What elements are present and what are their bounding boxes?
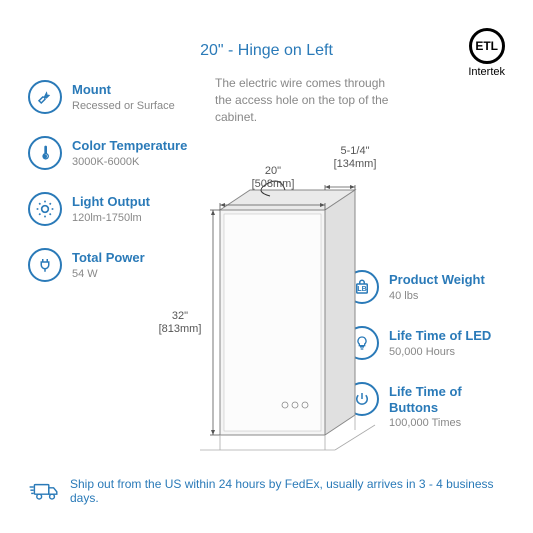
shipping-note: Ship out from the US within 24 hours by … <box>28 477 505 505</box>
wrench-icon <box>28 80 62 114</box>
spec-value: 100,000 Times <box>389 416 505 430</box>
spec-label: Life Time of Buttons <box>389 384 505 415</box>
spec-label: Total Power <box>72 250 145 266</box>
left-specs: Mount Recessed or Surface Color Temperat… <box>28 80 203 304</box>
plug-icon <box>28 248 62 282</box>
page-title: 20" - Hinge on Left <box>0 42 533 60</box>
sun-icon <box>28 192 62 226</box>
spec-value: 50,000 Hours <box>389 345 491 359</box>
spec-value: 54 W <box>72 267 145 281</box>
spec-label: Color Temperature <box>72 138 187 154</box>
spec-label: Light Output <box>72 194 150 210</box>
dim-height: 32"[813mm] <box>150 310 210 336</box>
thermometer-icon <box>28 136 62 170</box>
spec-label: Mount <box>72 82 175 98</box>
spec-colortemp: Color Temperature 3000K-6000K <box>28 136 203 170</box>
spec-mount: Mount Recessed or Surface <box>28 80 203 114</box>
spec-value: 3000K-6000K <box>72 155 187 169</box>
spec-lightoutput: Light Output 120lm-1750lm <box>28 192 203 226</box>
etl-mark: ETL <box>469 28 505 64</box>
spec-label: Life Time of LED <box>389 328 491 344</box>
etl-org: Intertek <box>468 66 505 78</box>
spec-value: 120lm-1750lm <box>72 211 150 225</box>
cabinet-diagram: 20"[508mm] 5-1/4"[134mm] 32"[813mm] <box>190 150 390 460</box>
dim-width: 20"[508mm] <box>238 165 308 191</box>
spec-value: Recessed or Surface <box>72 99 175 113</box>
wire-note: The electric wire comes through the acce… <box>215 75 395 125</box>
spec-totalpower: Total Power 54 W <box>28 248 203 282</box>
spec-label: Product Weight <box>389 272 485 288</box>
truck-icon <box>28 479 60 503</box>
etl-badge: ETL Intertek <box>468 28 505 78</box>
spec-value: 40 lbs <box>389 289 485 303</box>
dim-depth: 5-1/4"[134mm] <box>320 145 390 171</box>
shipping-text: Ship out from the US within 24 hours by … <box>70 477 505 505</box>
